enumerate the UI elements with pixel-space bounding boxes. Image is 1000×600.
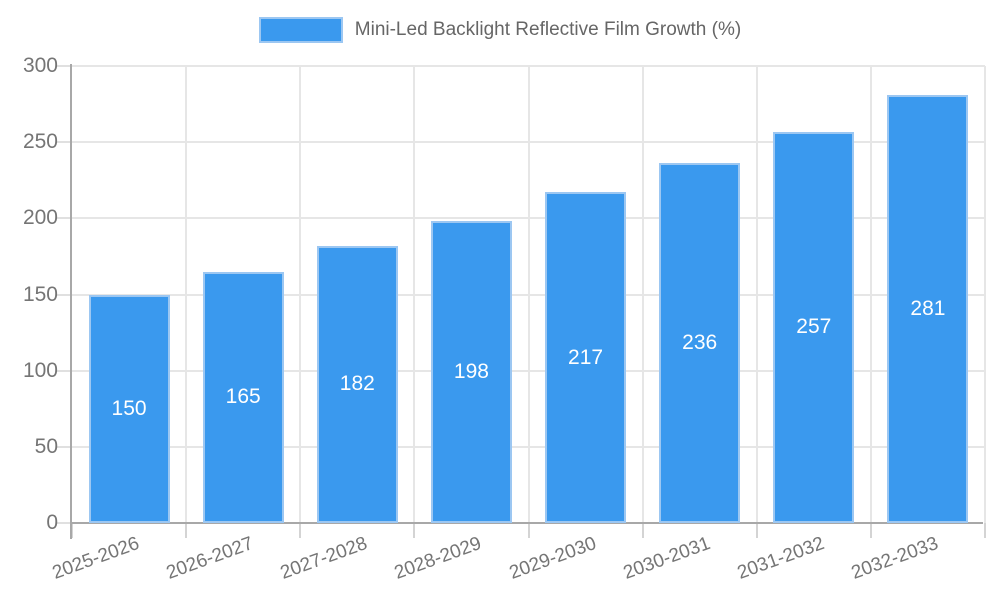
x-gridline xyxy=(641,66,644,523)
y-axis-tick xyxy=(57,293,71,296)
x-axis-tick xyxy=(869,523,872,538)
x-axis-tick-label: 2025-2026 xyxy=(49,533,143,584)
x-gridline xyxy=(185,66,188,523)
x-axis-tick-label: 2032-2033 xyxy=(848,533,942,584)
x-axis-line xyxy=(70,522,983,524)
bar-value-label: 150 xyxy=(111,396,147,420)
bar-value-label: 217 xyxy=(568,345,604,369)
legend-swatch-icon xyxy=(258,17,343,43)
bar[interactable]: 281 xyxy=(887,94,969,523)
bar-value-label: 182 xyxy=(339,372,375,396)
x-axis-tick xyxy=(185,523,188,538)
x-axis-tick xyxy=(641,523,644,538)
y-axis-tick-label: 300 xyxy=(22,54,58,77)
bar[interactable]: 257 xyxy=(773,131,855,523)
bar[interactable]: 165 xyxy=(202,271,284,523)
y-axis-tick xyxy=(57,217,71,220)
x-axis-tick xyxy=(527,523,530,538)
y-axis-tick xyxy=(57,445,71,448)
bar-value-label: 198 xyxy=(453,360,489,384)
x-axis-tick xyxy=(755,523,758,538)
y-axis-tick-label: 100 xyxy=(22,358,58,382)
x-gridline xyxy=(755,66,758,523)
y-axis-tick-label: 150 xyxy=(22,282,58,306)
x-gridline xyxy=(527,66,530,523)
bar-value-label: 165 xyxy=(225,385,261,409)
chart-legend: Mini-Led Backlight Reflective Film Growt… xyxy=(0,17,1000,43)
x-axis-tick-label: 2030-2031 xyxy=(620,533,713,584)
x-gridline xyxy=(984,66,986,523)
x-gridline xyxy=(869,66,872,523)
bar[interactable]: 217 xyxy=(545,192,627,523)
bar[interactable]: 150 xyxy=(88,294,170,523)
x-axis-tick xyxy=(71,523,73,538)
bar[interactable]: 182 xyxy=(316,245,398,523)
bar[interactable]: 236 xyxy=(659,163,741,523)
y-axis-tick-label: 50 xyxy=(34,434,58,458)
legend-label: Mini-Led Backlight Reflective Film Growt… xyxy=(354,19,742,40)
x-axis-tick-label: 2027-2028 xyxy=(277,533,371,584)
legend-item[interactable]: Mini-Led Backlight Reflective Film Growt… xyxy=(258,17,742,43)
x-axis-tick-label: 2026-2027 xyxy=(163,533,257,584)
y-axis-tick-label: 250 xyxy=(22,130,58,154)
x-axis-tick-label: 2028-2029 xyxy=(392,533,485,584)
y-axis-tick xyxy=(57,522,71,524)
y-axis-tick xyxy=(57,65,71,67)
y-axis-tick xyxy=(57,369,71,372)
x-axis-tick-label: 2031-2032 xyxy=(734,533,827,584)
y-axis-tick-label: 200 xyxy=(22,206,58,230)
bar-value-label: 236 xyxy=(682,331,718,355)
bar[interactable]: 198 xyxy=(430,221,512,523)
x-axis-tick xyxy=(984,523,986,538)
y-axis-tick-label: 0 xyxy=(46,511,58,534)
y-axis-line xyxy=(70,64,72,539)
y-axis-tick xyxy=(57,141,71,144)
bar-value-label: 281 xyxy=(910,296,946,320)
plot-area: 0 50 100 150 200 250 300 150 165 182 198 217 236 257 2… xyxy=(23,55,986,584)
x-gridline xyxy=(299,66,302,523)
x-gridline xyxy=(413,66,416,523)
x-axis-tick xyxy=(413,523,416,538)
x-axis-tick xyxy=(299,523,302,538)
x-axis-tick-label: 2029-2030 xyxy=(506,533,599,584)
bar-value-label: 257 xyxy=(796,315,832,339)
